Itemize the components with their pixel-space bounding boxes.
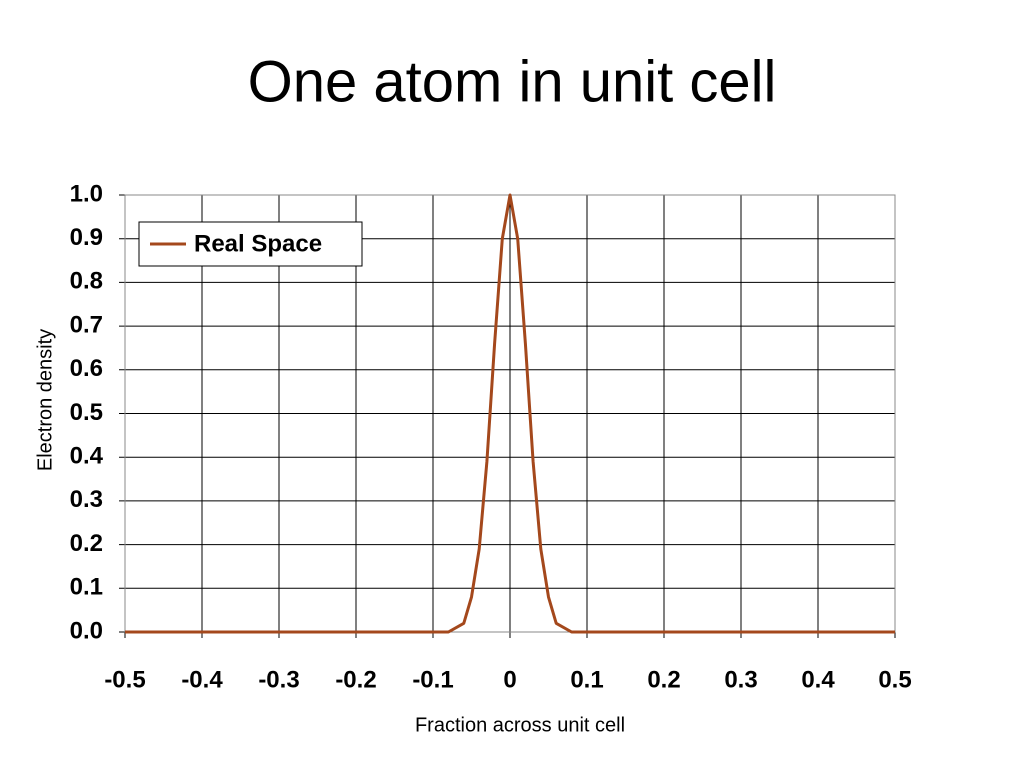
x-tick-label: -0.1 <box>412 666 453 693</box>
x-tick-label: 0.4 <box>801 666 835 693</box>
x-tick-label: 0.2 <box>647 666 680 693</box>
chart-title: One atom in unit cell <box>248 49 777 114</box>
y-tick-label: 0.1 <box>70 574 103 601</box>
x-tick-label: -0.3 <box>258 666 299 693</box>
y-tick-label: 0.2 <box>70 530 103 557</box>
y-tick-label: 1.0 <box>70 180 103 207</box>
y-tick-label: 0.9 <box>70 224 103 251</box>
x-tick-label: 0.1 <box>570 666 603 693</box>
x-tick-label: -0.4 <box>181 666 223 693</box>
y-tick-label: 0.7 <box>70 311 103 338</box>
y-tick-label: 0.3 <box>70 486 103 513</box>
x-tick-label: -0.2 <box>335 666 376 693</box>
y-tick-label: 0.4 <box>70 443 104 470</box>
y-tick-label: 0.8 <box>70 268 103 295</box>
y-tick-label: 0.5 <box>70 399 103 426</box>
x-tick-label: 0.5 <box>878 666 911 693</box>
y-axis-label: Electron density <box>34 329 56 471</box>
data-line <box>125 193 895 634</box>
x-tick-label: -0.5 <box>104 666 145 693</box>
x-tick-label: 0.3 <box>724 666 757 693</box>
x-axis-label: Fraction across unit cell <box>415 714 625 736</box>
legend-label: Real Space <box>194 230 322 257</box>
x-tick-label: 0 <box>503 666 516 693</box>
y-tick-label: 0.0 <box>70 617 103 644</box>
y-tick-label: 0.6 <box>70 355 103 382</box>
